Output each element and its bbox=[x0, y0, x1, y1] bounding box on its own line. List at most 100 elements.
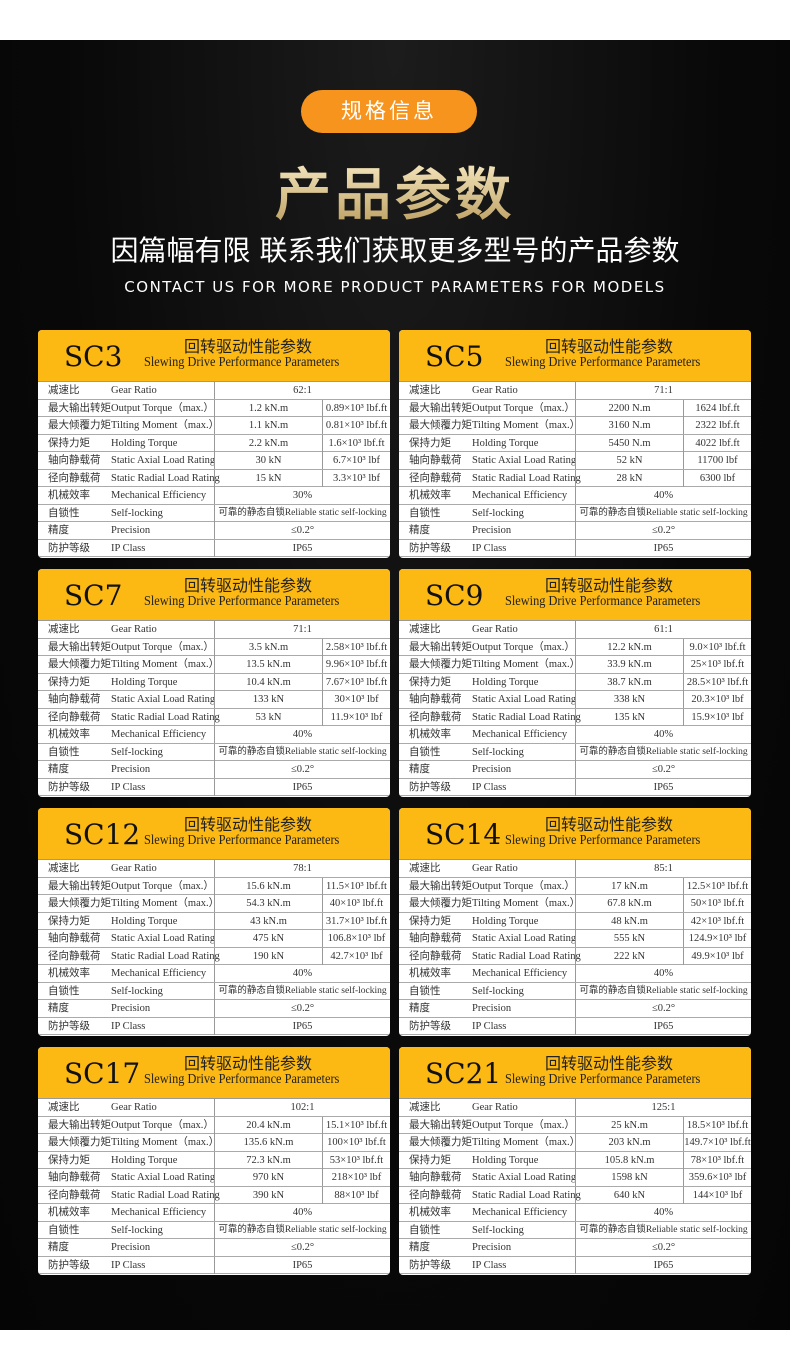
value: ≤0.2° bbox=[214, 761, 390, 778]
card-title-en: Slewing Drive Performance Parameters bbox=[505, 355, 701, 370]
label-cn: 最大输出转矩 bbox=[48, 1119, 111, 1131]
label-en: Gear Ratio bbox=[472, 863, 518, 874]
label-cn: 自锁性 bbox=[48, 746, 80, 758]
table-row: 自锁性 Self-locking 可靠的静态自锁Reliable static se… bbox=[38, 982, 390, 1000]
table-row: 减速比 Gear Ratio 61:1 bbox=[399, 621, 751, 639]
value: 40% bbox=[214, 965, 390, 982]
table-row: 自锁性 Self-locking 可靠的静态自锁Reliable static se… bbox=[399, 1221, 751, 1239]
value: 40% bbox=[214, 1204, 390, 1221]
value-imperial: 9.0×10³ lbf.ft bbox=[683, 638, 751, 656]
value-metric: 10.4 kN.m bbox=[214, 673, 322, 691]
card-header: SC7 回转驱动性能参数 Slewing Drive Performance Par… bbox=[38, 569, 390, 621]
value-metric: 5450 N.m bbox=[575, 434, 683, 452]
value: 71:1 bbox=[214, 621, 390, 638]
label-en: Static Axial Load Rating bbox=[472, 694, 577, 705]
label-en: Static Axial Load Rating bbox=[472, 455, 577, 466]
value: IP65 bbox=[575, 1017, 751, 1035]
value-imperial: 218×10³ lbf bbox=[322, 1169, 390, 1186]
label-cn: 减速比 bbox=[409, 624, 441, 635]
table-row: 防护等级 IP Class IP65 bbox=[38, 1256, 390, 1274]
label-cn: 最大倾覆力矩 bbox=[409, 659, 472, 670]
label-en: Self-locking bbox=[111, 985, 163, 997]
label-cn: 自锁性 bbox=[48, 985, 80, 997]
label-cn: 自锁性 bbox=[409, 985, 441, 997]
spec-card-sc17: SC17 回转驱动性能参数 Slewing Drive Performance Pa… bbox=[38, 1047, 390, 1275]
value-imperial: 20.3×10³ lbf bbox=[683, 691, 751, 708]
label-en: Mechanical Efficiency bbox=[111, 1207, 207, 1218]
label-cn: 自锁性 bbox=[409, 746, 441, 758]
value-metric: 12.2 kN.m bbox=[575, 638, 683, 656]
label-en: Output Torque（max.） bbox=[111, 402, 214, 414]
spec-card-sc7: SC7 回转驱动性能参数 Slewing Drive Performance Par… bbox=[38, 569, 390, 797]
table-row: 径向静载荷 Static Radial Load Rating 640 kN 144×… bbox=[399, 1186, 751, 1204]
label-en: Self-locking bbox=[111, 1224, 163, 1236]
label-en: Gear Ratio bbox=[472, 1102, 518, 1113]
value-imperial: 25×10³ lbf.ft bbox=[683, 656, 751, 673]
label-cn: 径向静载荷 bbox=[409, 1189, 462, 1201]
table-row: 最大倾覆力矩 Tilting Moment（max.） 67.8 kN.m 50×10… bbox=[399, 895, 751, 913]
value: ≤0.2° bbox=[214, 1239, 390, 1256]
table-row: 机械效率 Mechanical Efficiency 40% bbox=[38, 726, 390, 744]
table-row: 机械效率 Mechanical Efficiency 40% bbox=[38, 965, 390, 983]
value-metric: 72.3 kN.m bbox=[214, 1151, 322, 1169]
label-cn: 轴向静载荷 bbox=[409, 933, 462, 944]
label-en: Mechanical Efficiency bbox=[111, 490, 207, 501]
label-en: Mechanical Efficiency bbox=[472, 490, 568, 501]
label-en: Output Torque（max.） bbox=[111, 641, 214, 653]
label-en: Holding Torque bbox=[472, 915, 539, 927]
value: 40% bbox=[575, 965, 751, 982]
label-cn: 保持力矩 bbox=[409, 437, 451, 449]
value-imperial: 359.6×10³ lbf bbox=[683, 1169, 751, 1186]
table-row: 防护等级 IP Class IP65 bbox=[38, 778, 390, 796]
label-en: IP Class bbox=[472, 781, 507, 793]
value-metric: 67.8 kN.m bbox=[575, 895, 683, 912]
value: ≤0.2° bbox=[575, 1239, 751, 1256]
table-row: 减速比 Gear Ratio 78:1 bbox=[38, 860, 390, 878]
label-en: Precision bbox=[472, 1242, 512, 1253]
table-row: 防护等级 IP Class IP65 bbox=[38, 1017, 390, 1035]
table-row: 径向静载荷 Static Radial Load Rating 15 kN 3.3×1… bbox=[38, 469, 390, 487]
table-row: 径向静载荷 Static Radial Load Rating 53 kN 11.9×… bbox=[38, 708, 390, 726]
table-row: 最大输出转矩 Output Torque（max.） 15.6 kN.m 11.5×1… bbox=[38, 877, 390, 895]
label-en: Precision bbox=[111, 1003, 151, 1014]
label-en: Tilting Moment（max.） bbox=[472, 898, 581, 909]
value: IP65 bbox=[214, 1017, 390, 1035]
label-cn: 保持力矩 bbox=[48, 676, 90, 688]
label-cn: 保持力矩 bbox=[409, 1154, 451, 1166]
value-imperial: 7.67×10³ lbf.ft bbox=[322, 673, 390, 691]
value-imperial: 18.5×10³ lbf.ft bbox=[683, 1116, 751, 1134]
label-cn: 轴向静载荷 bbox=[409, 455, 462, 466]
value: 78:1 bbox=[214, 860, 390, 877]
table-row: 最大输出转矩 Output Torque（max.） 2200 N.m 1624 lb… bbox=[399, 399, 751, 417]
model-name: SC14 bbox=[425, 818, 502, 851]
value-metric: 203 kN.m bbox=[575, 1134, 683, 1151]
label-en: IP Class bbox=[111, 1020, 146, 1032]
label-cn: 轴向静载荷 bbox=[409, 694, 462, 705]
table-row: 精度 Precision ≤0.2° bbox=[38, 522, 390, 540]
value-imperial: 2322 lbf.ft bbox=[683, 417, 751, 434]
value-metric: 53 kN bbox=[214, 708, 322, 726]
value-metric: 48 kN.m bbox=[575, 912, 683, 930]
label-en: Mechanical Efficiency bbox=[472, 1207, 568, 1218]
value: ≤0.2° bbox=[214, 522, 390, 539]
label-en: Static Axial Load Rating bbox=[472, 1172, 577, 1183]
value-imperial: 100×10³ lbf.ft bbox=[322, 1134, 390, 1151]
value-imperial: 4022 lbf.ft bbox=[683, 434, 751, 452]
label-en: Holding Torque bbox=[111, 915, 178, 927]
table-row: 径向静载荷 Static Radial Load Rating 135 kN 15.9… bbox=[399, 708, 751, 726]
value: 30% bbox=[214, 487, 390, 504]
value-metric: 555 kN bbox=[575, 930, 683, 947]
table-row: 最大输出转矩 Output Torque（max.） 3.5 kN.m 2.58×10… bbox=[38, 638, 390, 656]
value: ≤0.2° bbox=[575, 522, 751, 539]
label-en: Precision bbox=[472, 1003, 512, 1014]
label-cn: 减速比 bbox=[409, 385, 441, 396]
label-en: Self-locking bbox=[111, 746, 163, 758]
table-row: 机械效率 Mechanical Efficiency 40% bbox=[399, 1204, 751, 1222]
label-en: Static Axial Load Rating bbox=[111, 694, 216, 705]
label-cn: 精度 bbox=[48, 525, 69, 536]
table-row: 径向静载荷 Static Radial Load Rating 222 kN 49.9… bbox=[399, 947, 751, 965]
label-cn: 精度 bbox=[48, 764, 69, 775]
value: 62:1 bbox=[214, 382, 390, 399]
value-metric: 20.4 kN.m bbox=[214, 1116, 322, 1134]
label-cn: 最大倾覆力矩 bbox=[409, 420, 472, 431]
